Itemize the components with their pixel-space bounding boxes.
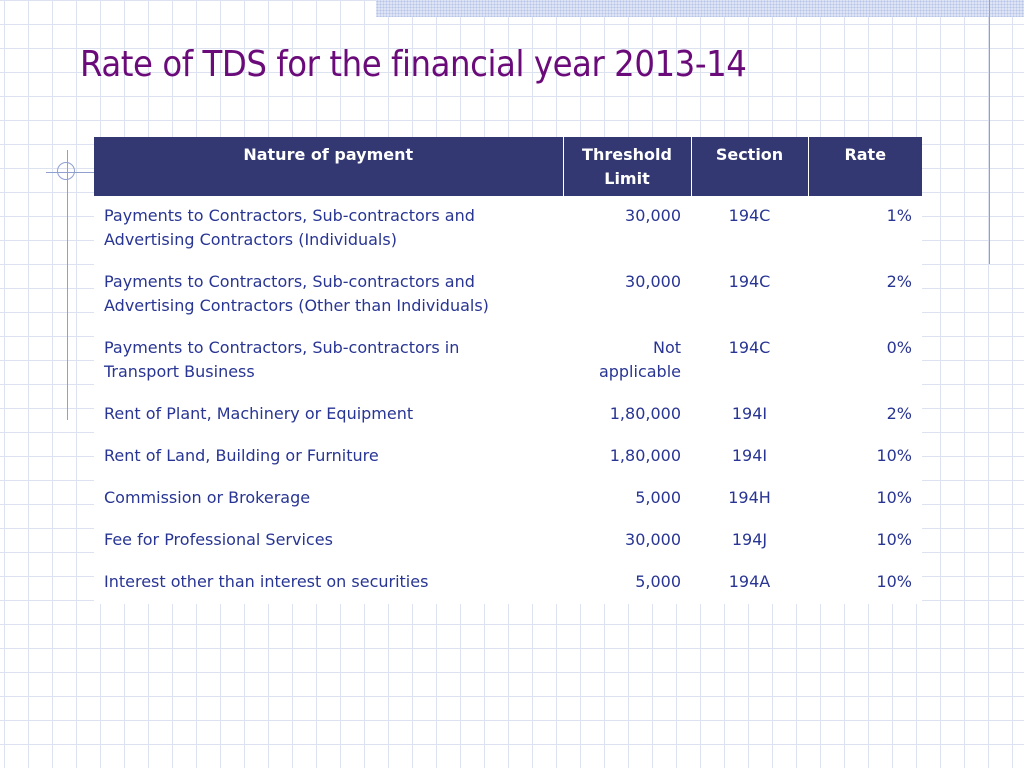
header-threshold-limit: Threshold Limit — [563, 137, 692, 196]
cell-nature: Rent of Plant, Machinery or Equipment — [94, 394, 563, 436]
table-header-row: Nature of payment Threshold Limit Section… — [94, 137, 922, 196]
cell-nature: Payments to Contractors, Sub-contractors… — [94, 328, 563, 394]
cell-nature: Rent of Land, Building or Furniture — [94, 436, 563, 478]
table-row: Payments to Contractors, Sub-contractors… — [94, 262, 922, 328]
rate-value: 10% — [876, 530, 912, 549]
nature-line1: Fee for Professional Services — [104, 530, 333, 549]
nature-line1: Commission or Brokerage — [104, 488, 311, 507]
cell-section: 194A — [691, 562, 808, 604]
nature-line2: Advertising Contractors (Other than Indi… — [104, 296, 489, 315]
rate-value: 10% — [876, 446, 912, 465]
table-row: Payments to Contractors, Sub-contractors… — [94, 196, 922, 262]
header-nature-of-payment: Nature of payment — [94, 137, 564, 196]
cell-nature: Commission or Brokerage — [94, 478, 563, 520]
header-rate: Rate — [808, 137, 922, 196]
section-value: 194C — [728, 206, 771, 225]
cell-rate: 10% — [808, 478, 922, 520]
header-rate-label: Rate — [844, 145, 887, 164]
cell-section: 194C — [691, 196, 808, 262]
section-value: 194I — [731, 404, 768, 423]
header-section-label: Section — [715, 145, 784, 164]
threshold-value: 5,000 — [635, 572, 681, 591]
cell-section: 194I — [691, 394, 808, 436]
rate-value: 2% — [886, 404, 912, 423]
section-value: 194J — [731, 530, 768, 549]
top-decorative-band — [376, 0, 1024, 17]
header-threshold-label-line2: Limit — [604, 169, 650, 188]
cell-threshold: Not applicable — [563, 328, 691, 394]
threshold-value: 30,000 — [625, 530, 681, 549]
section-value: 194A — [728, 572, 771, 591]
cell-nature: Interest other than interest on securiti… — [94, 562, 563, 604]
cell-nature: Payments to Contractors, Sub-contractors… — [94, 196, 563, 262]
threshold-value: 1,80,000 — [609, 446, 681, 465]
rate-value: 0% — [886, 338, 912, 357]
nature-line1: Payments to Contractors, Sub-contractors… — [104, 272, 475, 291]
cell-rate: 10% — [808, 562, 922, 604]
nature-line1: Payments to Contractors, Sub-contractors… — [104, 206, 475, 225]
section-value: 194C — [728, 272, 771, 291]
cell-rate: 0% — [808, 328, 922, 394]
rate-value: 2% — [886, 272, 912, 291]
cell-section: 194C — [691, 328, 808, 394]
cell-threshold: 30,000 — [563, 520, 691, 562]
table-row: Fee for Professional Services 30,000 194… — [94, 520, 922, 562]
cell-nature: Fee for Professional Services — [94, 520, 563, 562]
section-value: 194H — [728, 488, 771, 507]
section-value: 194I — [731, 446, 768, 465]
nature-line1: Rent of Land, Building or Furniture — [104, 446, 379, 465]
rate-value: 10% — [876, 572, 912, 591]
nature-line2: Transport Business — [104, 362, 255, 381]
nature-line2: Advertising Contractors (Individuals) — [104, 230, 397, 249]
section-value: 194C — [728, 338, 771, 357]
table-row: Rent of Plant, Machinery or Equipment 1,… — [94, 394, 922, 436]
threshold-value: 5,000 — [635, 488, 681, 507]
threshold-value-line2: applicable — [598, 362, 681, 381]
cell-threshold: 30,000 — [563, 262, 691, 328]
decorative-vertical-line-left — [67, 150, 68, 420]
rate-value: 1% — [886, 206, 912, 225]
tds-rate-table: Nature of payment Threshold Limit Section… — [94, 137, 922, 604]
cell-rate: 2% — [808, 394, 922, 436]
table-row: Rent of Land, Building or Furniture 1,80… — [94, 436, 922, 478]
header-nature-label: Nature of payment — [243, 145, 414, 164]
threshold-value: 1,80,000 — [609, 404, 681, 423]
threshold-value: 30,000 — [625, 272, 681, 291]
cell-section: 194J — [691, 520, 808, 562]
cell-threshold: 30,000 — [563, 196, 691, 262]
threshold-value: 30,000 — [625, 206, 681, 225]
cell-threshold: 5,000 — [563, 562, 691, 604]
nature-line1: Payments to Contractors, Sub-contractors… — [104, 338, 460, 357]
table-row: Interest other than interest on securiti… — [94, 562, 922, 604]
cell-section: 194C — [691, 262, 808, 328]
cell-rate: 10% — [808, 520, 922, 562]
threshold-value-line1: Not — [652, 338, 681, 357]
nature-line1: Interest other than interest on securiti… — [104, 572, 429, 591]
cell-threshold: 5,000 — [563, 478, 691, 520]
cell-rate: 2% — [808, 262, 922, 328]
nature-line1: Rent of Plant, Machinery or Equipment — [104, 404, 414, 423]
cell-nature: Payments to Contractors, Sub-contractors… — [94, 262, 563, 328]
rate-value: 10% — [876, 488, 912, 507]
cell-section: 194H — [691, 478, 808, 520]
cell-threshold: 1,80,000 — [563, 436, 691, 478]
cell-threshold: 1,80,000 — [563, 394, 691, 436]
cell-rate: 10% — [808, 436, 922, 478]
header-section: Section — [691, 137, 809, 196]
cell-section: 194I — [691, 436, 808, 478]
decorative-circle-icon — [57, 162, 75, 180]
cell-rate: 1% — [808, 196, 922, 262]
decorative-vertical-line-right — [989, 0, 990, 264]
header-threshold-label-line1: Threshold — [582, 145, 672, 164]
table-row: Payments to Contractors, Sub-contractors… — [94, 328, 922, 394]
slide-title: Rate of TDS for the financial year 2013-… — [80, 44, 747, 85]
table-row: Commission or Brokerage 5,000 194H 10% — [94, 478, 922, 520]
